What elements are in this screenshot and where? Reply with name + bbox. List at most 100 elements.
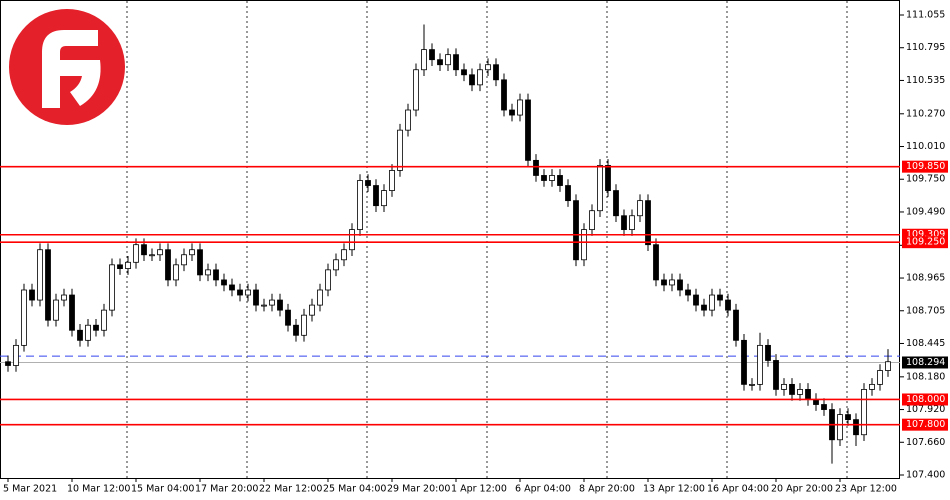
y-tick-label: 108.445	[906, 338, 945, 349]
x-tick-label: 8 Apr 20:00	[579, 484, 635, 495]
y-tick-label: 110.270	[906, 108, 945, 119]
candle-body	[661, 279, 667, 286]
candle-body	[61, 294, 67, 301]
level-label-box	[902, 236, 948, 249]
candle-body	[269, 299, 275, 306]
x-tick-label: 10 Mar 12:00	[67, 484, 130, 495]
candle-body	[165, 249, 171, 281]
candle-body	[21, 289, 27, 346]
x-tick-label: 13 Apr 12:00	[643, 484, 705, 495]
price-label: 108.294	[906, 357, 945, 368]
candle-body	[557, 175, 563, 186]
x-tick-label: 5 Mar 2021	[3, 484, 57, 495]
candle-body	[189, 249, 195, 256]
candle-body	[125, 261, 131, 269]
candle-body	[493, 64, 499, 81]
y-tick-label: 108.180	[906, 371, 945, 382]
x-tick-label: 23 Apr 12:00	[835, 484, 897, 495]
candle-body	[53, 299, 59, 321]
candle-body	[741, 339, 747, 385]
candle-body	[669, 279, 675, 286]
candle-body	[597, 164, 603, 212]
candle-body	[197, 249, 203, 276]
candle-body	[389, 170, 395, 191]
candle-body	[157, 249, 163, 256]
candle-body	[101, 309, 107, 331]
candle-body	[525, 99, 531, 161]
candle-body	[349, 229, 355, 251]
candle-body	[797, 389, 803, 395]
candle-body	[301, 314, 307, 336]
candle-body	[429, 49, 435, 61]
candle-body	[237, 289, 243, 296]
candle-body	[85, 324, 91, 341]
level-label: 109.850	[906, 161, 945, 172]
candle-body	[93, 324, 99, 331]
candle-body	[693, 294, 699, 306]
candle-body	[133, 244, 139, 263]
candle-body	[341, 249, 347, 261]
y-tick-label: 110.535	[906, 75, 945, 86]
candle-body	[45, 249, 51, 321]
candle-body	[77, 329, 83, 341]
x-tick-label: 16 Apr 04:00	[707, 484, 769, 495]
y-tick-label: 111.055	[906, 10, 945, 21]
candle-body	[373, 185, 379, 207]
x-tick-label: 22 Mar 12:00	[259, 484, 322, 495]
candle-body	[653, 244, 659, 281]
level-label: 108.000	[906, 394, 945, 405]
candle-body	[117, 264, 123, 269]
candle-body	[413, 69, 419, 111]
candle-body	[613, 190, 619, 217]
candle-body	[845, 414, 851, 421]
candle-body	[37, 249, 43, 301]
candle-body	[869, 383, 875, 390]
candle-body	[605, 164, 611, 191]
candle-body	[733, 309, 739, 341]
candle-body	[293, 324, 299, 336]
x-tick-label: 15 Mar 04:00	[131, 484, 194, 495]
candle-body	[5, 361, 11, 366]
candle-body	[309, 304, 315, 316]
x-tick-label: 17 Mar 20:00	[195, 484, 258, 495]
candle-body	[581, 229, 587, 261]
candle-body	[789, 383, 795, 395]
x-tick-label: 6 Apr 04:00	[515, 484, 571, 495]
candle-body	[517, 99, 523, 116]
level-label: 109.250	[906, 237, 945, 248]
candle-body	[677, 279, 683, 291]
candle-body	[725, 299, 731, 311]
candle-body	[541, 175, 547, 181]
candle-body	[421, 49, 427, 71]
candle-body	[381, 190, 387, 207]
y-tick-label: 107.660	[906, 437, 945, 448]
price-box	[902, 356, 948, 369]
candle-body	[445, 54, 451, 66]
y-tick-label: 109.750	[906, 174, 945, 185]
y-tick-label: 110.010	[906, 141, 945, 152]
candle-body	[573, 200, 579, 261]
x-tick-label: 29 Mar 20:00	[387, 484, 450, 495]
candle-body	[357, 180, 363, 230]
candle-body	[365, 180, 371, 186]
candle-body	[477, 69, 483, 86]
candle-body	[717, 294, 723, 301]
candle-body	[253, 289, 259, 306]
level-label: 107.800	[906, 419, 945, 430]
level-label-box	[902, 160, 948, 173]
candle-body	[701, 304, 707, 311]
candle-body	[637, 200, 643, 217]
logo	[9, 9, 125, 125]
candle-body	[453, 54, 459, 71]
y-tick-label: 107.400	[906, 470, 945, 481]
candle-body	[861, 389, 867, 436]
y-tick-label: 107.920	[906, 404, 945, 415]
candle-body	[333, 259, 339, 271]
candle-body	[773, 360, 779, 390]
candle-body	[29, 289, 35, 301]
candle-body	[317, 289, 323, 306]
candle-body	[589, 210, 595, 230]
candle-body	[437, 59, 443, 66]
candle-body	[245, 289, 251, 296]
